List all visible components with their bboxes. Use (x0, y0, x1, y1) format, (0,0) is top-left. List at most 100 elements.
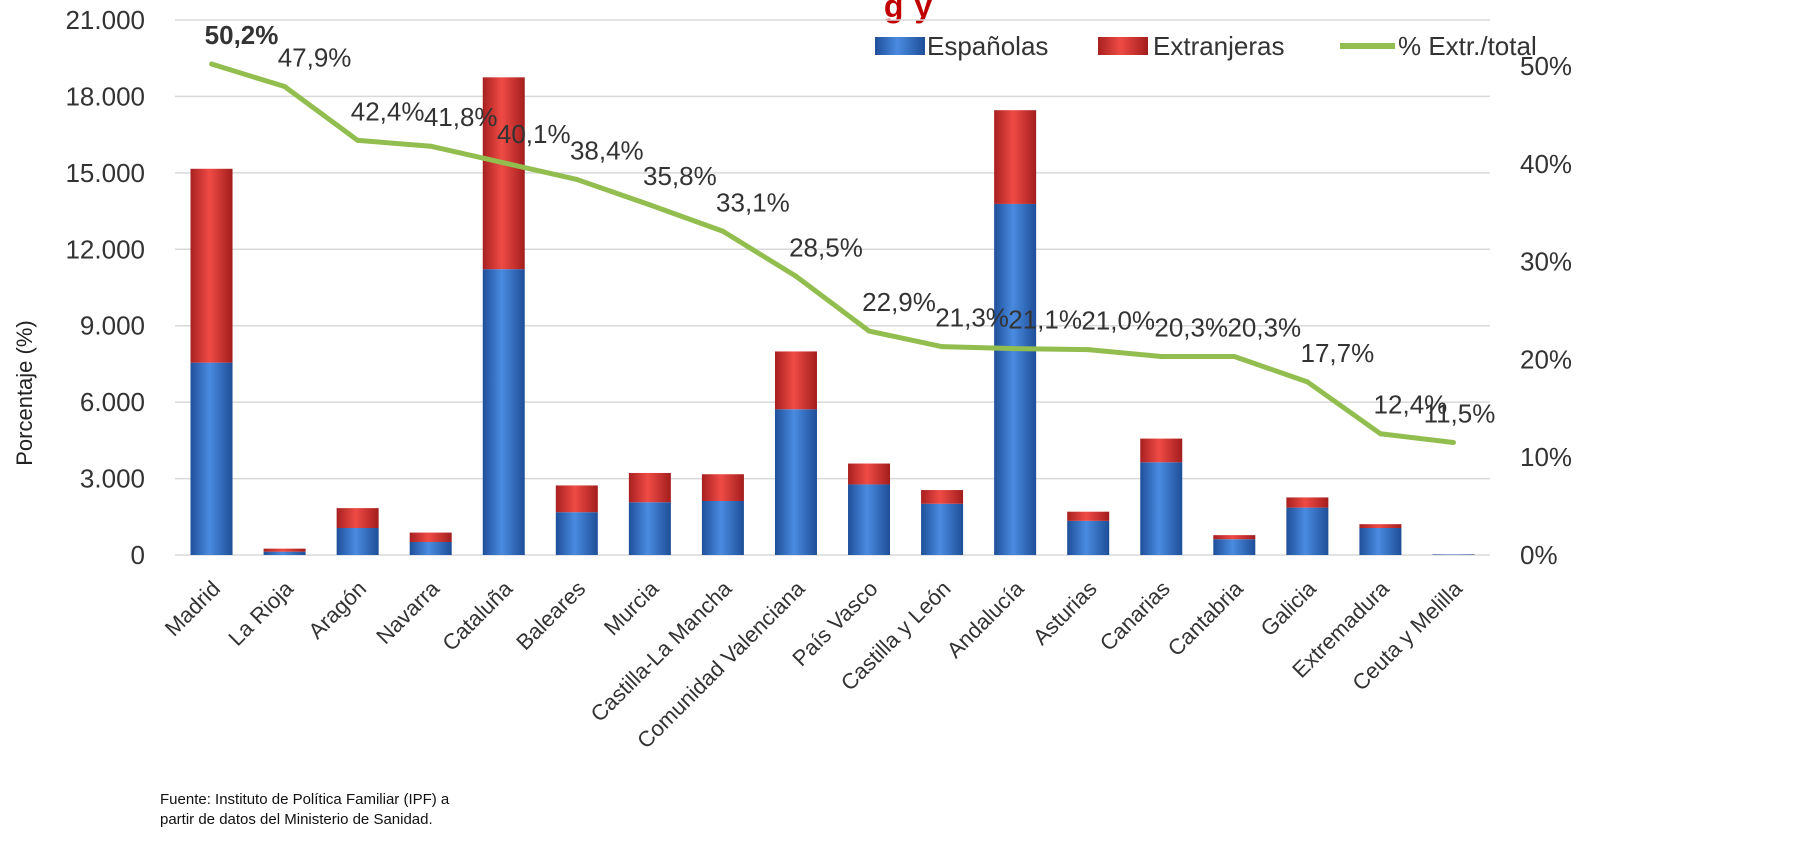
bar-extranjeras (336, 508, 379, 528)
x-tick-label: Andalucía (942, 575, 1029, 662)
bar-extranjeras (1067, 511, 1110, 521)
x-tick-label: Cataluña (437, 575, 517, 655)
bar-extranjeras (1140, 438, 1183, 463)
legend-label-pct: % Extr./total (1398, 31, 1537, 61)
bar-extranjeras (263, 548, 306, 552)
x-tick-label: Asturias (1028, 576, 1102, 650)
bar-espanolas (848, 484, 891, 555)
pct-data-label: 22,9% (862, 287, 936, 317)
pct-data-label: 17,7% (1300, 338, 1374, 368)
bar-extranjeras (409, 532, 452, 543)
x-tick-label: Baleares (511, 576, 590, 655)
legend-swatch-extranjeras (1098, 37, 1148, 55)
legend: Españolas Extranjeras % Extr./total (875, 31, 1537, 61)
right-tick-label: 0% (1520, 540, 1558, 570)
bar-espanolas (409, 542, 452, 555)
bar-espanolas (1213, 539, 1256, 555)
right-axis-ticks: 0% 10% 20% 30% 40% 50% (1520, 51, 1572, 570)
line-point (501, 160, 507, 166)
pct-data-label: 35,8% (643, 161, 717, 191)
x-tick-label: Navarra (371, 575, 445, 649)
x-tick-label: Castilla-La Mancha (586, 575, 737, 726)
pct-data-label: 20,3% (1154, 312, 1228, 342)
gridlines (175, 19, 1490, 556)
pct-data-label: 40,1% (497, 119, 571, 149)
legend-label-espanolas: Españolas (927, 31, 1048, 61)
bar-series (190, 77, 1475, 555)
pct-data-label: 21,0% (1081, 306, 1155, 336)
legend-swatch-espanolas (875, 37, 925, 55)
bar-extranjeras (994, 110, 1037, 204)
left-tick-label: 18.000 (65, 81, 145, 111)
line-point (282, 84, 288, 90)
pct-data-label: 20,3% (1227, 312, 1301, 342)
line-point (1377, 431, 1383, 437)
pct-data-label: 47,9% (278, 43, 352, 73)
bar-espanolas (1067, 520, 1110, 555)
bar-espanolas (774, 409, 817, 555)
line-point (1450, 440, 1456, 446)
right-tick-label: 10% (1520, 442, 1572, 472)
line-point (1012, 346, 1018, 352)
y-axis-title: Porcentaje (%) (12, 320, 37, 466)
line-pct-extr-total (210, 61, 1454, 446)
pct-data-label: 21,1% (1008, 305, 1082, 335)
line-point (355, 137, 361, 143)
bar-extranjeras (774, 351, 817, 410)
x-tick-label: Aragón (303, 576, 371, 644)
line-series (209, 61, 1456, 446)
pct-data-label: 33,1% (716, 187, 790, 217)
line-point (866, 328, 872, 334)
left-tick-label: 15.000 (65, 158, 145, 188)
bar-espanolas (994, 203, 1037, 555)
bar-espanolas (1140, 462, 1183, 555)
bar-espanolas (1286, 507, 1329, 555)
bar-espanolas (190, 362, 233, 555)
bar-extranjeras (1359, 524, 1402, 528)
bar-extranjeras (555, 485, 598, 513)
right-tick-label: 50% (1520, 51, 1572, 81)
line-point (209, 61, 215, 67)
line-point (1231, 353, 1237, 359)
right-tick-label: 30% (1520, 247, 1572, 277)
pct-data-label: 41,8% (424, 102, 498, 132)
source-note: Fuente: Instituto de Política Familiar (… (160, 790, 540, 830)
line-point (793, 273, 799, 279)
bar-extranjeras (190, 168, 233, 363)
right-tick-label: 20% (1520, 344, 1572, 374)
bar-espanolas (1359, 527, 1402, 555)
pct-data-label: 21,3% (935, 303, 1009, 333)
pct-data-label: 11,5% (1424, 399, 1496, 429)
source-line-1: Fuente: Instituto de Política Familiar (… (160, 791, 450, 808)
line-point (1158, 353, 1164, 359)
source-line-2: partir de datos del Ministerio de Sanida… (160, 811, 433, 828)
x-tick-label: Madrid (160, 576, 225, 641)
bar-extranjeras (701, 474, 744, 501)
x-tick-label: Cantabria (1163, 575, 1249, 661)
pct-data-label: 28,5% (789, 232, 863, 262)
right-tick-label: 40% (1520, 149, 1572, 179)
x-tick-label: Murcia (599, 575, 664, 640)
pct-data-label: 42,4% (351, 96, 425, 126)
line-point (1304, 379, 1310, 385)
line-point (428, 143, 434, 149)
bar-extranjeras (628, 472, 671, 503)
line-point (647, 202, 653, 208)
bar-espanolas (701, 500, 744, 555)
bar-extranjeras (1286, 497, 1329, 508)
bar-espanolas (921, 503, 964, 555)
bar-extranjeras (482, 77, 525, 270)
bar-espanolas (482, 269, 525, 555)
bar-espanolas (555, 512, 598, 555)
bar-espanolas (336, 527, 379, 555)
left-tick-label: 9.000 (80, 311, 145, 341)
line-point (720, 228, 726, 234)
pct-data-label: 12,4% (1374, 390, 1448, 420)
legend-label-extranjeras: Extranjeras (1153, 31, 1285, 61)
line-point (939, 344, 945, 350)
left-tick-label: 6.000 (80, 387, 145, 417)
left-tick-label: 12.000 (65, 234, 145, 264)
line-data-labels: 50,2%47,9% 42,4% 41,8%40,1%38,4%35,8%33,1%… (205, 20, 1496, 428)
pct-data-label: 38,4% (570, 135, 644, 165)
